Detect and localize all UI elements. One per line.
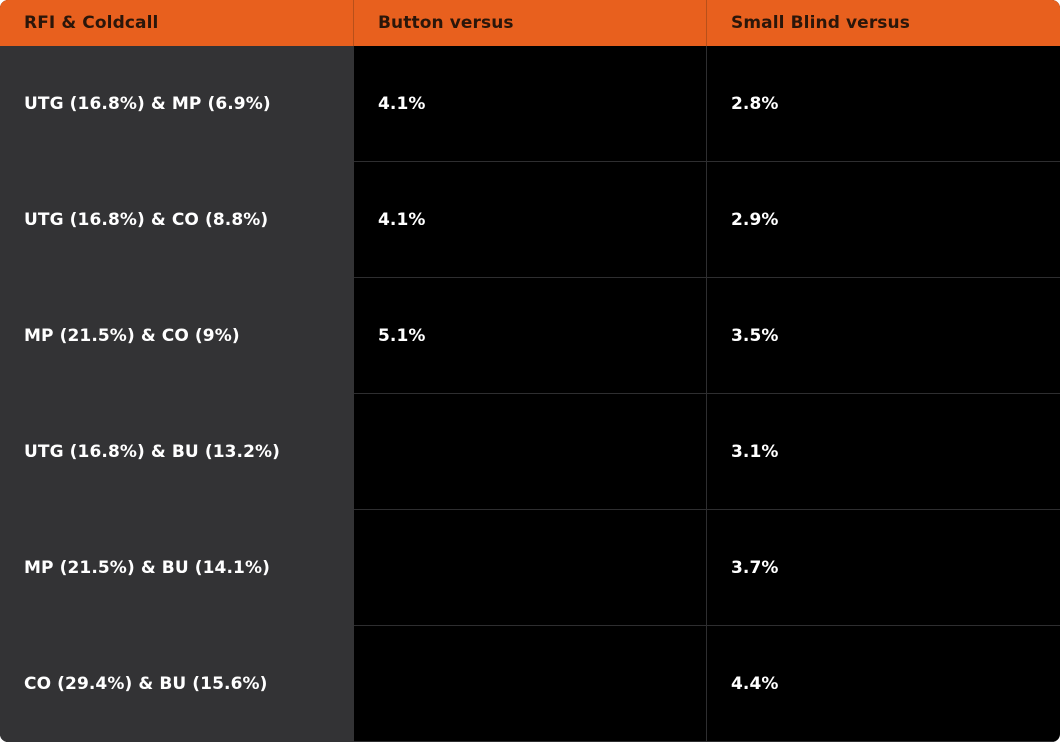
row-label: UTG (16.8%) & CO (8.8%)	[0, 162, 354, 278]
small-blind-cell: 2.9%	[707, 162, 1060, 278]
cell-text: RFI & Coldcall	[24, 13, 159, 33]
row-label: UTG (16.8%) & MP (6.9%)	[0, 46, 354, 162]
cell-text: 3.5%	[731, 325, 779, 346]
cell-text: Button versus	[378, 13, 514, 33]
cell-text: 4.1%	[378, 93, 426, 114]
button-cell	[354, 394, 707, 510]
cell-text: 3.1%	[731, 441, 779, 462]
header-cell: Button versus	[354, 0, 707, 46]
button-cell: 4.1%	[354, 46, 707, 162]
button-cell: 4.1%	[354, 162, 707, 278]
cell-text: 2.8%	[731, 93, 779, 114]
cell-text: CO (29.4%) & BU (15.6%)	[24, 673, 268, 694]
button-cell	[354, 626, 707, 742]
small-blind-cell: 3.7%	[707, 510, 1060, 626]
cell-text: MP (21.5%) & CO (9%)	[24, 325, 240, 346]
cell-text: 3.7%	[731, 557, 779, 578]
small-blind-cell: 2.8%	[707, 46, 1060, 162]
header-cell: Small Blind versus	[707, 0, 1060, 46]
cell-text: Small Blind versus	[731, 13, 910, 33]
row-label: CO (29.4%) & BU (15.6%)	[0, 626, 354, 742]
row-label: MP (21.5%) & CO (9%)	[0, 278, 354, 394]
small-blind-cell: 3.1%	[707, 394, 1060, 510]
row-label: UTG (16.8%) & BU (13.2%)	[0, 394, 354, 510]
small-blind-cell: 4.4%	[707, 626, 1060, 742]
cell-text: UTG (16.8%) & MP (6.9%)	[24, 93, 271, 114]
row-label: MP (21.5%) & BU (14.1%)	[0, 510, 354, 626]
cell-text: 4.1%	[378, 209, 426, 230]
cell-text: UTG (16.8%) & CO (8.8%)	[24, 209, 269, 230]
cell-text: 2.9%	[731, 209, 779, 230]
button-cell: 5.1%	[354, 278, 707, 394]
cell-text: 5.1%	[378, 325, 426, 346]
cell-text: UTG (16.8%) & BU (13.2%)	[24, 441, 281, 462]
cell-text: 4.4%	[731, 673, 779, 694]
cell-text: MP (21.5%) & BU (14.1%)	[24, 557, 270, 578]
header-cell: RFI & Coldcall	[0, 0, 354, 46]
button-cell	[354, 510, 707, 626]
small-blind-cell: 3.5%	[707, 278, 1060, 394]
